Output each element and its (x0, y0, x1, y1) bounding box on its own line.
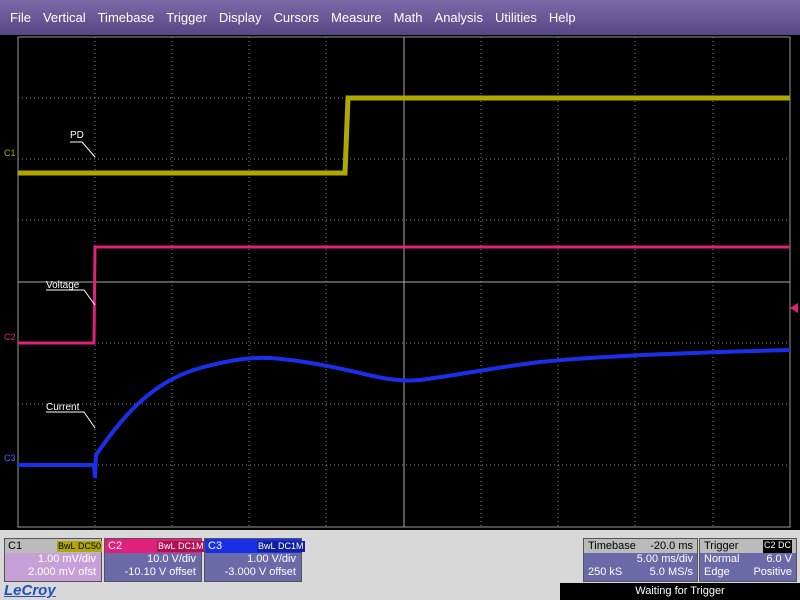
menu-item[interactable]: Cursors (273, 10, 320, 25)
channel-marker: C2 (4, 332, 16, 342)
channel-header: C2 BwL DC1M (105, 539, 205, 553)
channel-scale: 1.00 V/div (247, 553, 296, 565)
menu-bar: File Vertical Timebase Trigger Display C… (0, 0, 800, 35)
menu-item[interactable]: Measure (331, 10, 382, 25)
label-leader (46, 289, 96, 306)
trace-c2 (18, 245, 790, 345)
channel-body: 1.00 mV/div 2.000 mV ofst (5, 553, 101, 581)
menu-item[interactable]: Analysis (434, 10, 483, 25)
trace-c1 (18, 95, 790, 176)
menu-item[interactable]: Trigger (166, 10, 207, 25)
channel-box[interactable]: C2 BwL DC1M 10.0 V/div -10.10 V offset (104, 538, 205, 582)
trace-label: Voltage (46, 280, 80, 291)
menu-item[interactable]: Help (548, 10, 576, 25)
channel-marker: C1 (4, 148, 16, 158)
trigger-title: Trigger (704, 540, 739, 552)
graticule (17, 36, 791, 528)
channel-scale: 1.00 mV/div (37, 553, 96, 565)
menu-item[interactable]: File (10, 10, 31, 25)
trigger-source: C2 DC (762, 540, 792, 553)
trigger-type: Edge (704, 566, 730, 578)
trigger-box[interactable]: Trigger C2 DC Normal 6.0 V Edge Positive (699, 538, 797, 582)
trace-label: PD (70, 130, 84, 141)
channel-box[interactable]: C3 BwL DC1M 1.00 V/div -3.000 V offset (204, 538, 305, 582)
channel-name: C3 (208, 540, 223, 552)
menu-item[interactable]: Display (218, 10, 262, 25)
channel-body: 1.00 V/div -3.000 V offset (205, 553, 301, 581)
trigger-body: Normal 6.0 V Edge Positive (700, 553, 796, 581)
timebase-header: Timebase -20.0 ms (584, 539, 697, 553)
channel-header: C3 BwL DC1M (205, 539, 305, 553)
channel-name: C1 (8, 540, 23, 552)
trigger-level: 6.0 V (766, 553, 792, 565)
channel-offset: 2.000 mV ofst (28, 566, 96, 578)
timebase-box[interactable]: Timebase -20.0 ms 5.00 ms/div 250 kS 5.0 … (583, 538, 698, 582)
trace-c3 (18, 348, 791, 479)
menu-item[interactable]: Vertical (42, 10, 86, 25)
coupling-badge: DC1M (177, 541, 205, 552)
timebase-samples: 250 kS (588, 566, 623, 578)
waveform-display: PD Voltage Current C1 C2 C3 (4, 36, 798, 530)
menu-item[interactable]: Timebase (97, 10, 155, 25)
bandwidth-badge: BwL (57, 541, 77, 552)
channel-offset: -10.10 V offset (124, 566, 196, 578)
timebase-delay: -20.0 ms (650, 540, 693, 552)
bandwidth-badge: BwL (257, 541, 277, 552)
channel-body: 10.0 V/div -10.10 V offset (105, 553, 201, 581)
channel-name: C2 (108, 540, 123, 552)
timebase-body: 5.00 ms/div 250 kS 5.0 MS/s (584, 553, 697, 581)
trigger-mode: Normal (704, 553, 740, 565)
timebase-scale: 5.00 ms/div (636, 553, 693, 565)
trace-label: Current (46, 402, 80, 413)
trigger-position-marker (94, 529, 96, 530)
coupling-badge: DC50 (77, 541, 103, 552)
timebase-title: Timebase (588, 540, 636, 552)
channel-scale: 10.0 V/div (147, 553, 196, 565)
brand-logo: LeCroy (4, 582, 56, 599)
bandwidth-badge: BwL (157, 541, 177, 552)
channel-box[interactable]: C1 BwL DC50 1.00 mV/div 2.000 mV ofst (4, 538, 103, 582)
timebase-rate: 5.0 MS/s (649, 566, 693, 578)
coupling-badge: DC1M (277, 541, 305, 552)
trigger-slope: Positive (753, 566, 792, 578)
menu-item[interactable]: Utilities (494, 10, 537, 25)
channel-marker: C3 (4, 453, 16, 463)
trigger-level-marker (790, 303, 798, 313)
menu-item[interactable]: Math (393, 10, 423, 25)
trigger-header: Trigger C2 DC (700, 539, 796, 553)
label-leader (70, 141, 96, 158)
label-leader (46, 411, 96, 429)
status-panel: C1 BwL DC50 1.00 mV/div 2.000 mV ofst C2… (0, 530, 800, 600)
status-message: Waiting for Trigger (560, 583, 800, 600)
channel-offset: -3.000 V offset (224, 566, 296, 578)
channel-header: C1 BwL DC50 (5, 539, 103, 553)
